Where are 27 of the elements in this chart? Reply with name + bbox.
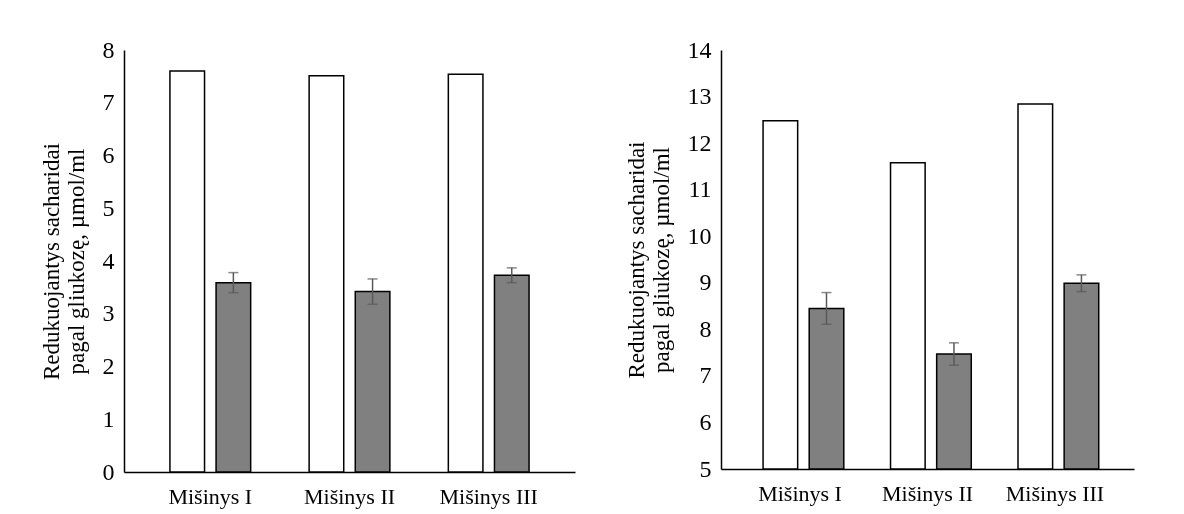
y-tick-label: 14 xyxy=(687,36,712,63)
y-tick-label: 9 xyxy=(699,269,712,296)
x-tick-label: Mišinys II xyxy=(303,483,396,509)
y-tick-label: 4 xyxy=(102,247,115,274)
y-axis-title: Redukuojantys sacharidai pagal gliukozę, µmol/ml xyxy=(38,143,89,380)
y-tick-label: 13 xyxy=(687,83,712,110)
x-tick-label: Mišinys I xyxy=(168,483,253,509)
y-tick-label: 7 xyxy=(102,89,115,116)
x-tick-label: Mišinys III xyxy=(439,483,538,509)
y-tick-label: 0 xyxy=(102,458,115,485)
y-tick-label: 2 xyxy=(102,353,115,379)
y-tick-label: 1 xyxy=(102,405,115,432)
y-tick-label: 11 xyxy=(688,176,712,203)
y-tick-label: 8 xyxy=(699,315,712,342)
y-tick-label: 12 xyxy=(687,129,712,156)
y-tick-label: 3 xyxy=(102,300,115,327)
x-tick-label: Mišinys II xyxy=(881,480,974,506)
y-tick-label: 7 xyxy=(699,362,712,389)
y-axis-title: Redukuojantys sacharidai pagal gliukozę, µmol/ml xyxy=(623,141,674,379)
y-tick-label: 5 xyxy=(699,455,712,482)
x-tick-label: Mišinys I xyxy=(758,480,842,506)
y-tick-label: 10 xyxy=(687,222,712,249)
y-tick-label: 6 xyxy=(699,408,712,435)
y-tick-label: 5 xyxy=(102,194,115,221)
y-tick-label: 6 xyxy=(102,142,115,168)
y-tick-label: 8 xyxy=(102,36,115,63)
x-tick-label: Mišinys III xyxy=(1005,480,1105,506)
